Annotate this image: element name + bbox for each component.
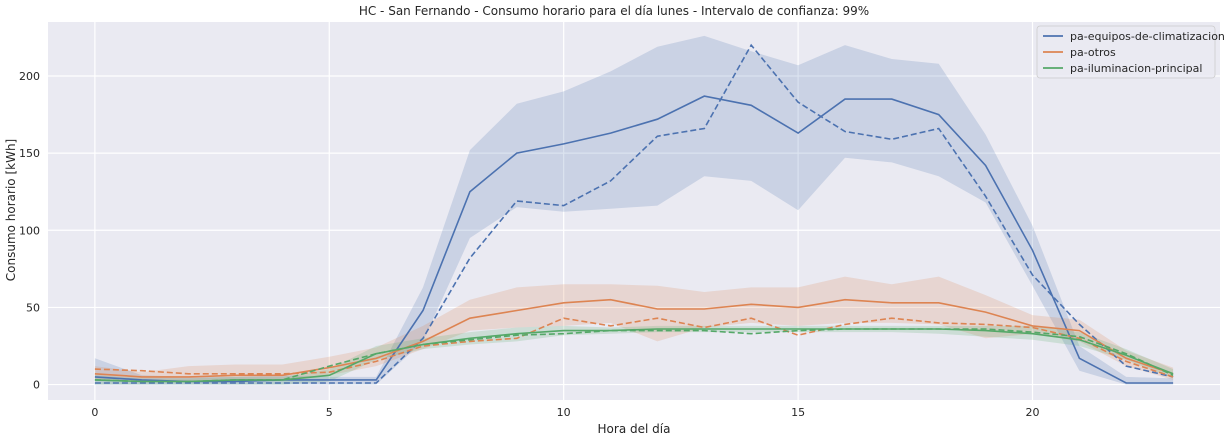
x-tick-label: 0	[91, 406, 98, 419]
series-mean-line	[94, 328, 1174, 383]
series-mean-line	[94, 298, 1174, 378]
y-tick-label: 100	[19, 224, 40, 237]
y-tick-label: 0	[33, 379, 40, 392]
x-tick-label: 20	[1025, 406, 1039, 419]
confidence-band	[94, 35, 1174, 385]
series-median-line	[94, 43, 1174, 384]
grid	[48, 22, 1220, 400]
series-lines	[94, 43, 1174, 384]
chart-title: HC - San Fernando - Consumo horario para…	[359, 4, 869, 18]
y-axis-label: Consumo horario [kWh]	[4, 139, 18, 281]
y-tick-label: 50	[26, 301, 40, 314]
plot-area	[48, 22, 1220, 400]
y-tick-label: 150	[19, 147, 40, 160]
legend-entry: pa-iluminacion-principal	[1070, 62, 1202, 75]
confidence-band	[94, 325, 1174, 385]
x-tick-label: 10	[557, 406, 571, 419]
legend-entry: pa-otros	[1070, 46, 1116, 59]
y-tick-labels: 0 50 100 150 200	[19, 70, 40, 392]
x-tick-label: 15	[791, 406, 805, 419]
legend-box	[1036, 25, 1216, 79]
x-tick-label: 5	[326, 406, 333, 419]
series-median-line	[94, 317, 1174, 378]
y-tick-label: 200	[19, 70, 40, 83]
legend-entry: pa-equipos-de-climatizacion	[1070, 30, 1225, 43]
legend: pa-equipos-de-climatizacion pa-otros pa-il…	[1036, 25, 1225, 79]
x-axis-label: Hora del día	[598, 422, 671, 436]
x-tick-labels: 0 5 10 15 20	[91, 406, 1039, 419]
